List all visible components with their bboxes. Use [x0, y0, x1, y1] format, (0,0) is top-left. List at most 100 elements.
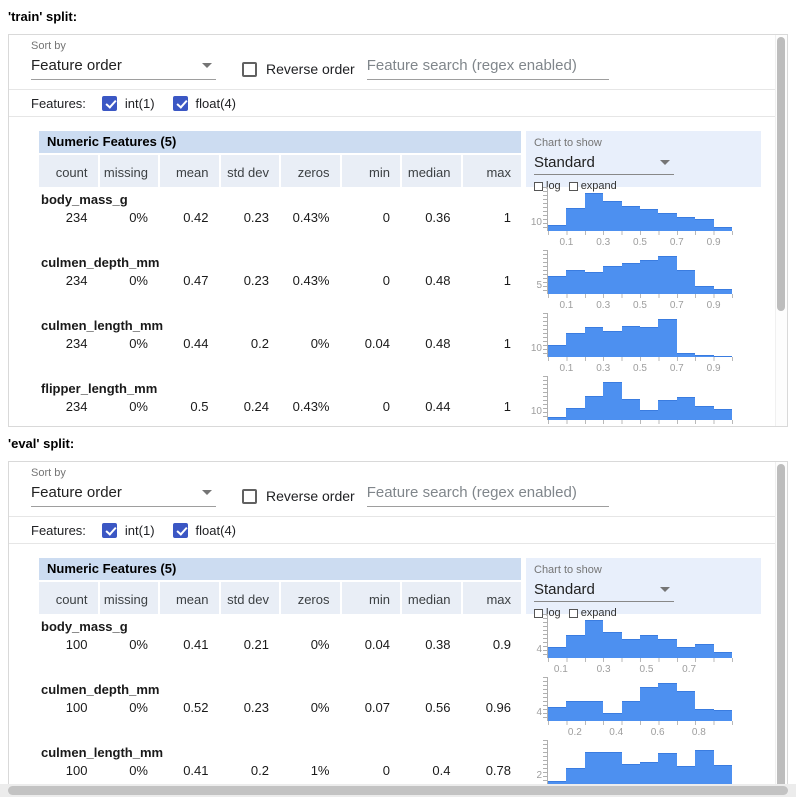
stat-value: 0.9 — [492, 637, 511, 652]
checkbox-icon — [568, 608, 578, 618]
stat-value: 0 — [382, 399, 390, 414]
x-axis-labels: 0.2 0.4 0.6 0.8 — [548, 727, 732, 739]
sort-by-select[interactable]: Feature order — [31, 484, 216, 507]
column-header: min — [341, 155, 400, 187]
y-axis-tick-label: 10 — [530, 343, 542, 354]
x-axis — [548, 658, 733, 662]
stat-value: 0.24 — [243, 399, 269, 414]
chevron-down-icon — [660, 587, 670, 592]
feature-name: culmen_length_mm — [41, 318, 164, 333]
y-axis — [543, 313, 548, 357]
sort-by-select[interactable]: Feature order — [31, 57, 216, 80]
sort-by-label: Sort by — [31, 40, 66, 52]
histogram-bar — [621, 764, 641, 784]
feature-row: culmen_length_mm 234 0% 0.44 0.2 0% 0.04 0.48 1 — [39, 313, 521, 376]
x-axis-tick-label: 0.7 — [669, 237, 684, 248]
feature-type-checkbox-int[interactable]: int(1) — [101, 522, 155, 538]
histogram-bar — [584, 751, 604, 784]
histogram-bar — [676, 691, 696, 721]
feature-type-label: int(1) — [124, 522, 155, 538]
stat-value: 0.36 — [425, 210, 451, 225]
log-checkbox[interactable]: log — [534, 607, 561, 619]
vertical-scrollbar[interactable] — [775, 462, 787, 797]
histogram: 4 0.1 0.3 0.5 0.7 — [526, 614, 761, 677]
stat-value: 0.44 — [183, 336, 209, 351]
stat-value: 0% — [129, 273, 148, 288]
stat-value: 0.23 — [243, 210, 269, 225]
log-checkbox[interactable]: log — [534, 180, 561, 192]
histogram-bar — [548, 345, 567, 357]
stat-value: 0.43% — [292, 210, 330, 225]
feature-type-checkbox-int[interactable]: int(1) — [101, 95, 155, 111]
column-header: zeros — [281, 155, 340, 187]
scrollbar-thumb[interactable] — [777, 464, 785, 797]
reverse-order-label: Reverse order — [266, 488, 355, 504]
vertical-scrollbar[interactable] — [775, 35, 787, 426]
histogram-bar — [603, 632, 622, 658]
histogram: 10 0.1 0.3 0.5 0.7 0.9 — [526, 376, 761, 426]
histogram-bar — [640, 327, 659, 357]
stat-value: 0.21 — [243, 637, 269, 652]
x-axis-tick-label: 0.1 — [559, 363, 574, 374]
histogram-bar — [676, 765, 696, 784]
feature-name: culmen_depth_mm — [41, 255, 160, 270]
feature-row: culmen_depth_mm 100 0% 0.52 0.23 0% 0.07 0.56 0.… — [39, 677, 521, 740]
feature-type-checkbox-float[interactable]: float(4) — [172, 522, 236, 538]
stat-value: 0.04 — [364, 336, 390, 351]
histogram-bar — [676, 397, 696, 420]
stat-values-row: 234 0% 0.44 0.2 0% 0.04 0.48 1 — [39, 336, 521, 352]
chart-type-select[interactable]: Standard — [534, 581, 674, 602]
histogram-bar — [584, 193, 604, 231]
chart-type-value: Standard — [534, 581, 595, 598]
histogram-bar — [640, 762, 659, 784]
x-axis-tick-label: 0.4 — [609, 727, 624, 738]
expand-checkbox[interactable]: expand — [568, 180, 617, 192]
stat-value: 0.56 — [425, 700, 451, 715]
stat-value: 100 — [65, 763, 88, 778]
chevron-down-icon — [202, 490, 212, 495]
reverse-order-checkbox[interactable]: Reverse order — [242, 61, 355, 77]
expand-checkbox[interactable]: expand — [568, 607, 617, 619]
histogram-bar — [713, 288, 733, 294]
log-label: log — [546, 607, 561, 619]
feature-type-checkbox-float[interactable]: float(4) — [172, 95, 237, 111]
feature-search-input[interactable] — [366, 484, 609, 507]
histogram-plot: 0.1 0.3 0.5 0.7 0.9 — [543, 313, 733, 374]
histogram-bar — [548, 276, 567, 294]
stat-value: 100 — [65, 700, 88, 715]
stat-value: 0.78 — [485, 763, 511, 778]
histogram-bars — [548, 744, 733, 784]
scrollbar-thumb[interactable] — [8, 786, 788, 795]
stat-values-row: 234 0% 0.47 0.23 0.43% 0 0.48 1 — [39, 273, 521, 289]
histogram-bar — [548, 780, 567, 784]
x-axis-tick-label: 0.6 — [650, 727, 665, 738]
reverse-order-checkbox[interactable]: Reverse order — [242, 488, 355, 504]
stat-values-row: 100 0% 0.52 0.23 0% 0.07 0.56 0.96 — [39, 700, 521, 716]
stat-value: 0.43% — [292, 273, 330, 288]
stat-value: 1 — [503, 336, 511, 351]
controls-row: Sort by Feature order Reverse order — [9, 462, 787, 517]
column-header: zeros — [281, 582, 340, 614]
checkbox-icon — [534, 608, 543, 618]
horizontal-scrollbar[interactable] — [0, 784, 796, 797]
scrollbar-thumb[interactable] — [777, 37, 785, 311]
histogram-bar — [566, 768, 585, 784]
histogram-plot — [543, 740, 733, 788]
feature-type-label: float(4) — [195, 95, 237, 111]
histogram-bar — [713, 710, 733, 721]
y-axis-tick-label: 10 — [530, 217, 542, 228]
x-axis-tick-label: 0.9 — [706, 237, 721, 248]
feature-type-filter-row: Features: int(1) float(4) — [9, 517, 787, 544]
checkbox-icon — [568, 181, 578, 191]
feature-search-input[interactable] — [366, 57, 609, 80]
column-header: missing — [99, 155, 158, 187]
sort-by-value: Feature order — [31, 484, 122, 501]
histogram-bar — [658, 638, 677, 658]
x-axis — [548, 231, 733, 235]
histogram-bar — [603, 382, 622, 420]
features-label: Features: — [31, 522, 86, 538]
stat-value: 0.96 — [485, 700, 511, 715]
feature-search-group — [366, 484, 609, 507]
histogram-bar — [640, 635, 659, 658]
chart-type-select[interactable]: Standard — [534, 154, 674, 175]
